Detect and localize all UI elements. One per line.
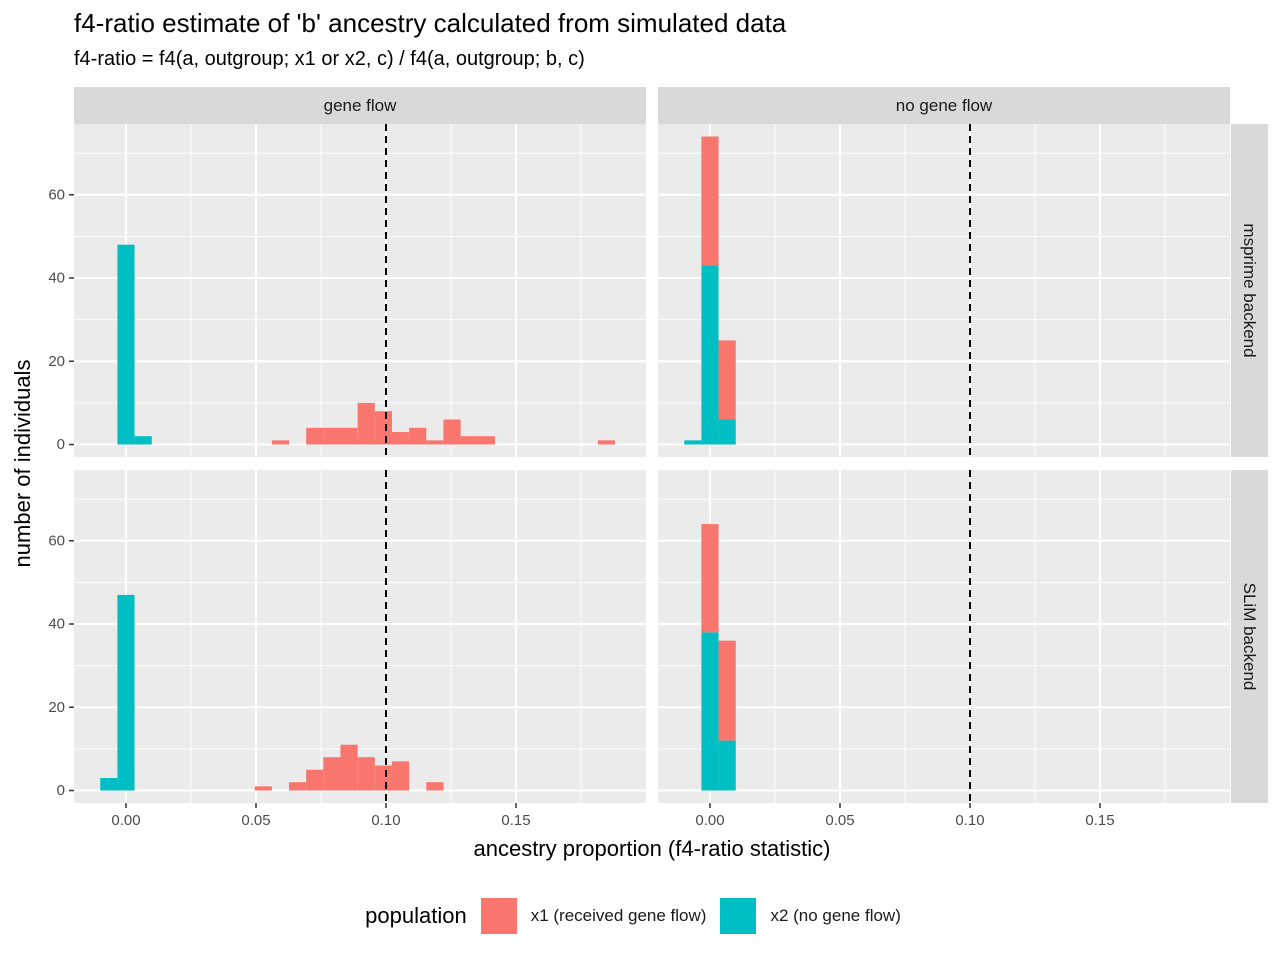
panel-r1-c0-bar-x1-4	[306, 769, 324, 791]
panel-r1-c1-bar-x2-1	[718, 740, 736, 791]
panel-r1-c0-bar-x1-5	[323, 757, 341, 791]
panel-r0-c1-bar-x2-0	[684, 440, 702, 445]
panel-r0-c0-bar-x1-14	[597, 440, 616, 445]
panel-r1-c0-xtick-label-3: 0.15	[501, 812, 530, 829]
y-axis-title: number of individuals	[10, 360, 35, 568]
panel-r0-c0-bar-x2-0	[117, 244, 135, 445]
panel-r0-c0-bar-x1-4	[323, 427, 341, 445]
panel-r1-c0-bar-x1-9	[391, 761, 410, 791]
panel-r1-c1-bar-x1-1	[718, 640, 736, 741]
panel-r0-c0-bar-x1-2	[271, 440, 290, 445]
panel-r0-c0-ytick-label-2: 40	[48, 270, 65, 287]
panel-r0-c0-background	[74, 124, 646, 457]
panel-r1-c1-xtick-label-1: 0.05	[825, 812, 854, 829]
legend-label-x2: x2 (no gene flow)	[770, 906, 901, 925]
facet-strip-column-0	[74, 87, 646, 124]
panel-r1-c0-bar-x2-1	[117, 594, 135, 791]
panel-r0-c1-background	[658, 124, 1230, 457]
panel-r0-c0-bar-x1-10	[426, 440, 444, 445]
legend: population x1 (received gene flow) x2 (n…	[0, 893, 1280, 939]
panel-r1-c1-background	[658, 470, 1230, 803]
panel-r0-c0-ytick-label-3: 60	[48, 186, 65, 203]
facet-label-row-1: SLiM backend	[1240, 583, 1259, 691]
legend-item-x1: x1 (received gene flow)	[480, 898, 707, 934]
facet-label-column-1: no gene flow	[896, 96, 993, 115]
facet-label-column-0: gene flow	[324, 96, 397, 115]
facet-strip-row-0	[1231, 124, 1268, 457]
facet-strip-column-1	[658, 87, 1230, 124]
panel-r0-c0-ytick-label-0: 0	[57, 436, 65, 453]
panel-r1-c0-ytick-label-2: 40	[48, 616, 65, 633]
panel-r1-c0-bar-x1-6	[340, 744, 358, 791]
legend-item-x2: x2 (no gene flow)	[720, 898, 901, 934]
legend-key-x2	[720, 898, 757, 934]
panel-r0-c0-bar-x1-3	[306, 427, 324, 445]
panel-r1-c0-ytick-label-3: 60	[48, 532, 65, 549]
panel-r1-c0-bar-x2-0	[100, 778, 118, 791]
panel-r0-c0-bar-x1-13	[477, 436, 495, 445]
panel-r1-c0-bar-x1-8	[374, 765, 392, 791]
panel-r1-c1-bar-x1-0	[701, 524, 719, 633]
panel-r0-c1-bar-x2-1	[701, 265, 719, 445]
panel-r0-c0-bar-x1-8	[391, 432, 410, 445]
panel-r0-c0-bar-x1-6	[357, 402, 375, 445]
x-axis-title: ancestry proportion (f4-ratio statistic)	[473, 836, 830, 861]
panel-r0-c0-bar-x1-9	[409, 427, 427, 445]
panel-r1-c0-xtick-label-1: 0.05	[241, 812, 270, 829]
panel-r0-c0-bar-x2-1	[134, 436, 152, 445]
panel-r1-c0-ytick-label-0: 0	[57, 782, 65, 799]
facet-label-row-0: msprime backend	[1240, 223, 1259, 357]
facet-strip-row-1	[1231, 470, 1268, 803]
panel-r1-c0-ytick-label-1: 20	[48, 699, 65, 716]
panel-r1-c1-bar-x2-0	[701, 632, 719, 791]
panel-r0-c0-bar-x1-5	[340, 427, 358, 445]
panel-r1-c1-xtick-label-3: 0.15	[1085, 812, 1114, 829]
chart-title: f4-ratio estimate of 'b' ancestry calcul…	[74, 8, 787, 38]
panel-r0-c1-bar-x2-2	[718, 419, 736, 445]
panel-r1-c1-xtick-label-2: 0.10	[955, 812, 984, 829]
legend-key-x1	[480, 898, 517, 934]
panel-r0-c1-bar-x1-1	[701, 136, 719, 266]
panel-r1-c0-bar-x1-2	[254, 786, 272, 791]
panel-r0-c0-bar-x1-12	[460, 436, 478, 445]
panel-r1-c0-background	[74, 470, 646, 803]
panel-r1-c0-bar-x1-3	[289, 782, 307, 791]
panel-r1-c1-xtick-label-0: 0.00	[695, 812, 724, 829]
panel-r0-c0-bar-x1-11	[443, 419, 461, 445]
panel-r1-c0-bar-x1-7	[357, 757, 375, 791]
chart-subtitle: f4-ratio = f4(a, outgroup; x1 or x2, c) …	[74, 48, 585, 70]
legend-label-x1: x1 (received gene flow)	[530, 906, 707, 925]
legend-title: population	[365, 903, 467, 928]
panel-r0-c1-bar-x1-2	[718, 340, 736, 420]
panel-r0-c0-bar-x1-7	[374, 411, 392, 445]
panel-r0-c0-ytick-label-1: 20	[48, 353, 65, 370]
panel-r1-c0-xtick-label-2: 0.10	[371, 812, 400, 829]
panel-r1-c0-xtick-label-0: 0.00	[111, 812, 140, 829]
panel-r1-c0-bar-x1-10	[426, 782, 444, 791]
